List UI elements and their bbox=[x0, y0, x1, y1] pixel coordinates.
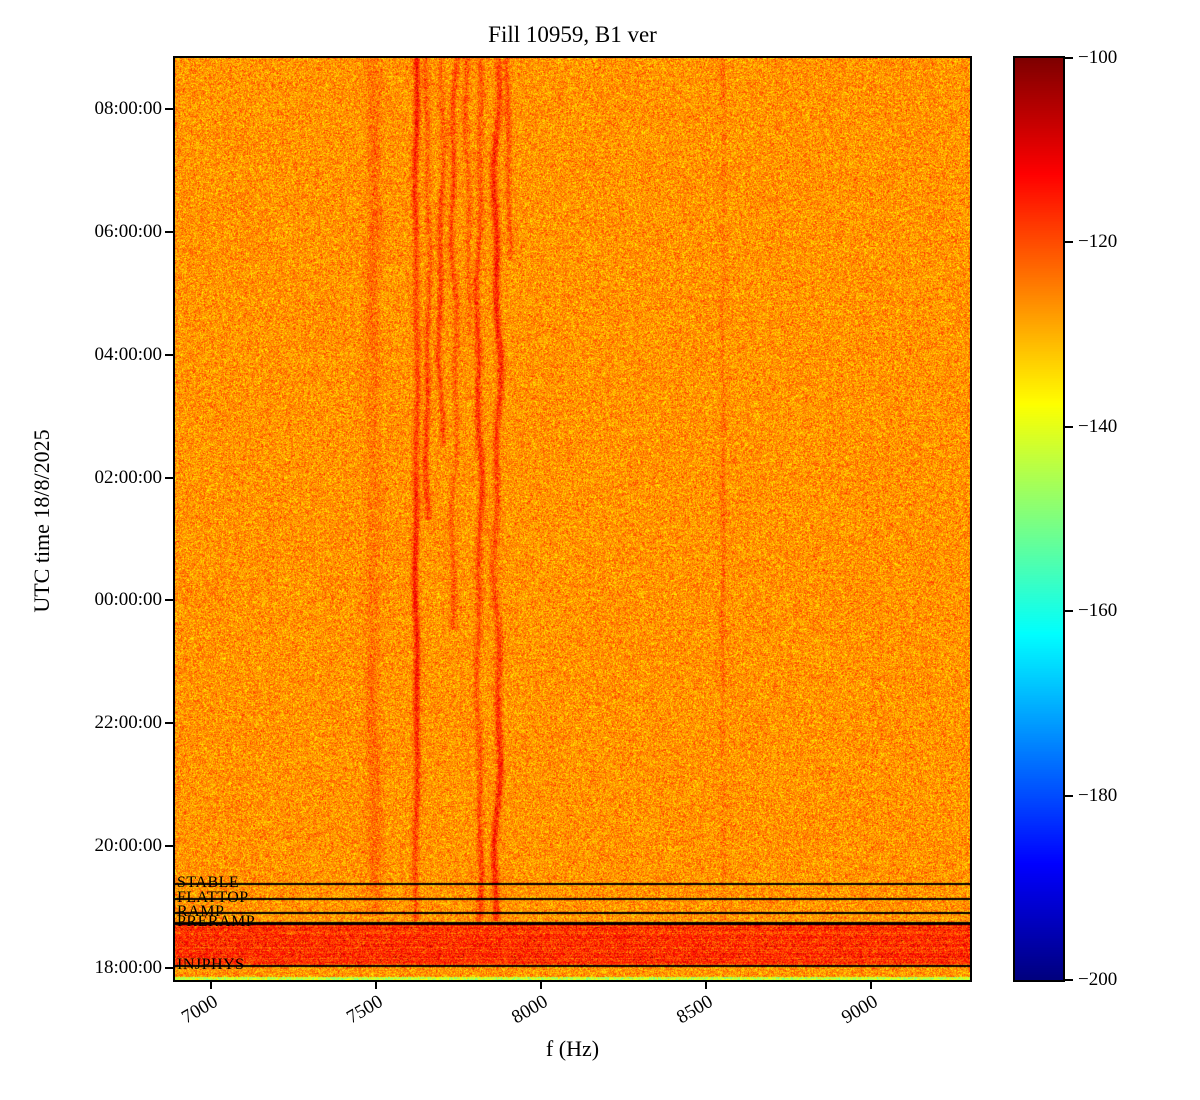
y-tick-label: 18:00:00 bbox=[94, 957, 162, 978]
colorbar-tick-mark bbox=[1065, 979, 1073, 981]
colorbar-tick-label: −120 bbox=[1078, 231, 1118, 253]
colorbar-tick-mark bbox=[1065, 794, 1073, 797]
colorbar-tick-mark bbox=[1065, 425, 1073, 428]
beam-mode-label-stable: STABLE bbox=[177, 874, 240, 892]
beam-mode-label-ramp: RAMP bbox=[177, 902, 225, 920]
colorbar-tick-label: −100 bbox=[1078, 47, 1118, 68]
colorbar-canvas bbox=[1015, 58, 1063, 980]
colorbar bbox=[1013, 56, 1065, 982]
x-tick-mark bbox=[870, 982, 873, 989]
y-axis-label: UTC time 18/8/2025 bbox=[29, 429, 54, 613]
colorbar-tick-label: −160 bbox=[1078, 600, 1118, 622]
y-tick-mark bbox=[165, 353, 173, 356]
y-tick-label: 08:00:00 bbox=[94, 97, 162, 119]
y-tick-label: 04:00:00 bbox=[94, 343, 162, 365]
y-tick-label: 20:00:00 bbox=[94, 834, 162, 856]
y-tick-label: 00:00:00 bbox=[94, 589, 162, 611]
plot-area bbox=[173, 56, 972, 982]
y-tick-mark bbox=[165, 476, 173, 479]
beam-mode-label-injphys: INJPHYS bbox=[177, 956, 245, 974]
spectrogram-canvas bbox=[175, 58, 970, 980]
y-tick-label: 02:00:00 bbox=[94, 466, 162, 488]
y-tick-mark bbox=[165, 599, 173, 602]
x-axis-label: f (Hz) bbox=[545, 1036, 600, 1061]
colorbar-tick-label: −180 bbox=[1078, 784, 1118, 806]
x-tick-mark bbox=[705, 982, 708, 989]
y-tick-mark bbox=[165, 844, 173, 847]
x-tick-mark bbox=[210, 982, 213, 989]
beam-mode-label-flattop: FLATTOP bbox=[177, 888, 249, 906]
colorbar-tick-label: −140 bbox=[1078, 415, 1118, 437]
x-tick-mark bbox=[540, 982, 543, 989]
plot-title: Fill 10959, B1 ver bbox=[488, 22, 657, 47]
beam-mode-label-preramp: PRERAMP bbox=[177, 912, 256, 930]
colorbar-tick-mark bbox=[1065, 610, 1073, 613]
x-tick-mark bbox=[375, 982, 378, 989]
colorbar-tick-mark bbox=[1065, 241, 1073, 244]
y-tick-mark bbox=[165, 721, 173, 724]
y-tick-label: 22:00:00 bbox=[94, 711, 162, 733]
y-tick-mark bbox=[165, 230, 173, 233]
colorbar-tick-label: −200 bbox=[1078, 969, 1118, 990]
y-tick-mark bbox=[165, 967, 173, 969]
y-tick-mark bbox=[165, 107, 173, 110]
y-tick-label: 06:00:00 bbox=[94, 220, 162, 242]
colorbar-tick-mark bbox=[1065, 57, 1073, 59]
